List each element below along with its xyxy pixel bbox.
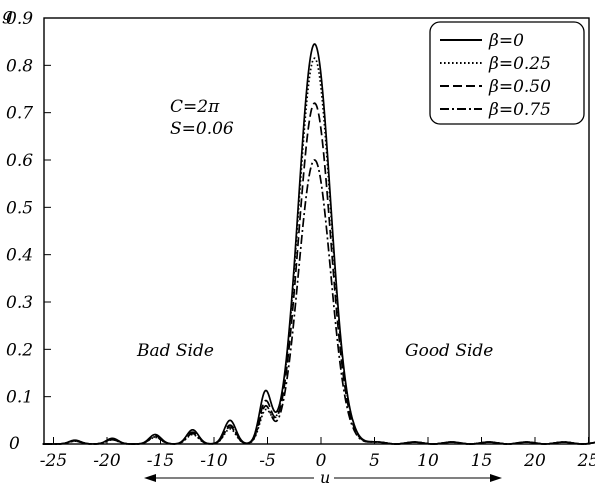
y-tick-label-5: 0.6 [6, 151, 33, 171]
legend-items: β=0 β=0.25 β=0.50 β=0.75 [440, 31, 551, 120]
x-tick-label-10: 25 [577, 451, 595, 471]
legend-label-3: β=0.75 [488, 100, 551, 120]
x-axis-label-group: u [144, 468, 502, 487]
legend: β=0 β=0.25 β=0.50 β=0.75 [429, 21, 585, 125]
series-lines [42, 43, 595, 445]
legend-label-1: β=0.25 [488, 54, 551, 74]
y-tick-label-zero: 0 [9, 434, 20, 454]
y-tick-label-0: 0.1 [6, 388, 33, 408]
annotation-s: S=0.06 [170, 119, 234, 139]
x-axis-label: u [320, 468, 330, 487]
annotation-c: C=2π [170, 97, 220, 117]
x-tick-label-0: -25 [40, 451, 67, 471]
x-tick-label-9: 20 [523, 451, 546, 471]
x-tick-label-3: -10 [200, 451, 228, 471]
y-tick-label-1: 0.2 [6, 340, 33, 360]
y-tick-label-6: 0.7 [6, 104, 33, 124]
x-axis-arrowhead-right [490, 474, 502, 482]
x-tick-label-2: -15 [147, 451, 174, 471]
plot-frame [43, 17, 590, 445]
y-tick-label-4: 0.5 [6, 198, 33, 218]
y-tick-label-2: 0.3 [6, 293, 33, 313]
annotation-bad-side: Bad Side [136, 341, 214, 361]
x-tick-label-7: 10 [417, 451, 439, 471]
series-line-2 [42, 102, 595, 445]
y-tick-label-3: 0.4 [6, 246, 33, 266]
series-line-3 [42, 159, 595, 445]
y-tick-label-8: 0.9 [6, 9, 33, 29]
axis-ticks: -25 -20 -15 -10 -5 0 5 10 15 20 25 0 0.1 0.2 0.3 0.4 0.5… [6, 9, 595, 471]
x-axis-arrowhead-left [144, 474, 156, 482]
y-axis-label: g [2, 5, 13, 25]
x-tick-label-6: 5 [369, 451, 380, 471]
x-tick-label-5: 0 [316, 451, 327, 471]
x-tick-label-8: 15 [471, 451, 493, 471]
x-tick-label-1: -20 [93, 451, 121, 471]
legend-box [429, 21, 585, 125]
x-tick-label-4: -5 [259, 451, 276, 471]
annotation-good-side: Good Side [405, 341, 493, 361]
legend-label-2: β=0.50 [488, 77, 551, 97]
y-tick-label-7: 0.8 [6, 56, 33, 76]
legend-label-0: β=0 [488, 31, 524, 51]
